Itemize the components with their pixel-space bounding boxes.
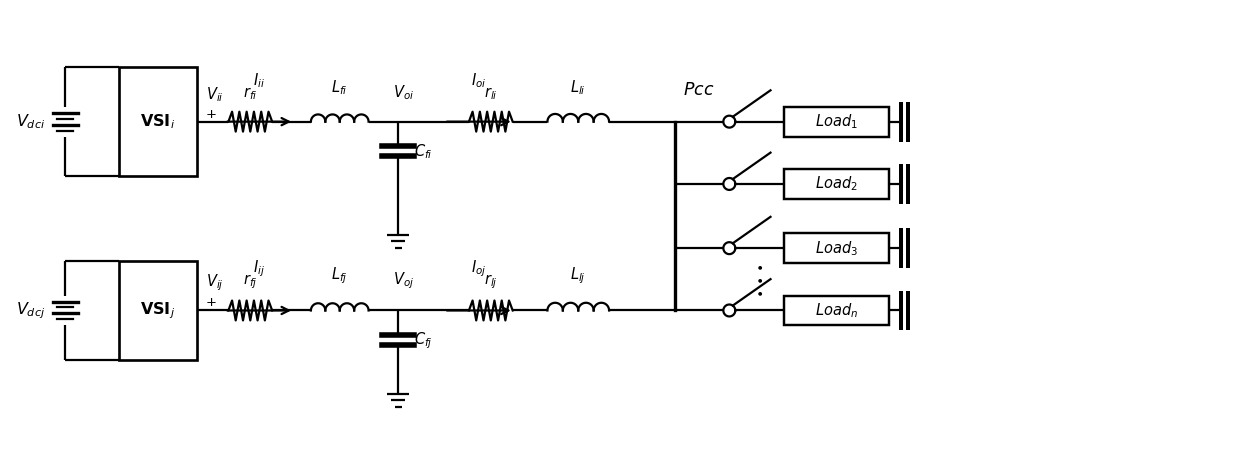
Text: $\mathit{Load}_3$: $\mathit{Load}_3$ (815, 239, 858, 258)
Text: $\mathit{Load}_2$: $\mathit{Load}_2$ (815, 175, 858, 193)
Text: $\mathbf{VSI}_i$: $\mathbf{VSI}_i$ (140, 112, 175, 131)
Text: $\mathit{C}_{fi}$: $\mathit{C}_{fi}$ (414, 142, 433, 161)
Bar (119, 261, 197, 360)
Bar (119, 67, 197, 176)
Text: $\mathit{r}_{li}$: $\mathit{r}_{li}$ (484, 85, 497, 102)
Text: $\mathit{L}_{fi}$: $\mathit{L}_{fi}$ (331, 78, 348, 97)
Text: $\mathit{L}_{lj}$: $\mathit{L}_{lj}$ (570, 265, 587, 285)
Text: $\mathbf{VSI}_j$: $\mathbf{VSI}_j$ (140, 300, 175, 321)
Text: $\mathit{V}_{ii}$: $\mathit{V}_{ii}$ (206, 85, 223, 104)
Text: $\mathit{V}_{oj}$: $\mathit{V}_{oj}$ (393, 270, 414, 290)
Text: $\mathit{I}_{ii}$: $\mathit{I}_{ii}$ (253, 71, 265, 90)
Text: $\mathit{V}_{dci}$: $\mathit{V}_{dci}$ (16, 112, 46, 131)
Bar (785, 169, 889, 199)
Bar (785, 233, 889, 263)
Text: $\mathit{I}_{oi}$: $\mathit{I}_{oi}$ (471, 71, 486, 90)
Text: $\mathit{V}_{oi}$: $\mathit{V}_{oi}$ (393, 83, 414, 102)
Text: $\mathit{C}_{fj}$: $\mathit{C}_{fj}$ (414, 330, 433, 350)
Text: $\mathit{V}_{ij}$: $\mathit{V}_{ij}$ (206, 272, 223, 293)
Text: $+$: $+$ (205, 296, 216, 309)
Text: $+$: $+$ (205, 108, 216, 121)
Text: $\bullet$
$\bullet$
$\bullet$: $\bullet$ $\bullet$ $\bullet$ (755, 260, 763, 299)
Text: $\mathit{I}_{oj}$: $\mathit{I}_{oj}$ (471, 258, 486, 279)
Text: $\mathit{L}_{li}$: $\mathit{L}_{li}$ (570, 78, 587, 97)
Text: $\mathit{V}_{dcj}$: $\mathit{V}_{dcj}$ (16, 300, 46, 321)
Bar (785, 295, 889, 325)
Bar (785, 107, 889, 137)
Text: $\mathit{Pcc}$: $\mathit{Pcc}$ (682, 81, 714, 99)
Text: $\mathit{Load}_1$: $\mathit{Load}_1$ (815, 112, 858, 131)
Text: $\mathit{r}_{fi}$: $\mathit{r}_{fi}$ (243, 85, 258, 102)
Text: $\mathit{Load}_n$: $\mathit{Load}_n$ (815, 301, 858, 320)
Text: $\mathit{L}_{fj}$: $\mathit{L}_{fj}$ (331, 265, 348, 285)
Text: $\mathit{I}_{ij}$: $\mathit{I}_{ij}$ (253, 258, 265, 279)
Text: $\mathit{r}_{lj}$: $\mathit{r}_{lj}$ (484, 272, 497, 290)
Text: $\mathit{r}_{fj}$: $\mathit{r}_{fj}$ (243, 272, 258, 290)
